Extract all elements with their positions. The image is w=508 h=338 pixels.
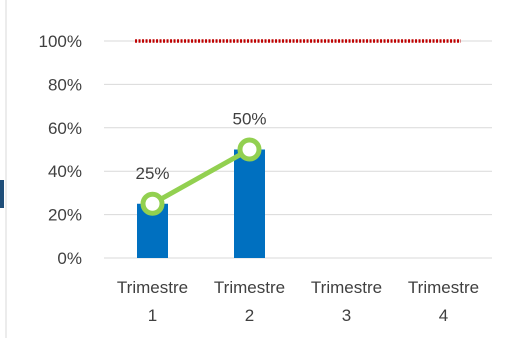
data-labels: 25% 50% bbox=[135, 110, 266, 183]
y-axis-ticks: 0% 20% 40% 60% 80% 100% bbox=[39, 32, 82, 268]
y-tick-label: 80% bbox=[48, 75, 82, 94]
y-tick-label: 20% bbox=[48, 206, 82, 225]
y-tick-label: 0% bbox=[57, 249, 82, 268]
line-segment-1 bbox=[150, 147, 252, 207]
line-point-2 bbox=[237, 137, 262, 162]
line-series bbox=[150, 147, 252, 207]
bar-2 bbox=[234, 149, 265, 258]
y-tick-label: 100% bbox=[39, 32, 82, 51]
x-tick-label-line2: 3 bbox=[342, 306, 351, 325]
x-tick-label-4: Trimestre 4 bbox=[408, 278, 479, 325]
x-tick-label-line1: Trimestre bbox=[117, 278, 188, 297]
selection-handle[interactable] bbox=[0, 180, 4, 208]
data-label-1: 25% bbox=[135, 164, 169, 183]
x-tick-label-line1: Trimestre bbox=[214, 278, 285, 297]
x-tick-label-3: Trimestre 3 bbox=[311, 278, 382, 325]
x-tick-label-line2: 4 bbox=[439, 306, 448, 325]
x-tick-label-line2: 2 bbox=[245, 306, 254, 325]
y-tick-label: 60% bbox=[48, 119, 82, 138]
bar-series bbox=[137, 149, 265, 258]
line-point-1 bbox=[140, 191, 165, 216]
line-points bbox=[140, 137, 262, 216]
y-tick-label: 40% bbox=[48, 162, 82, 181]
x-tick-label-2: Trimestre 2 bbox=[214, 278, 285, 325]
grid-layer bbox=[104, 40, 492, 259]
data-label-2: 50% bbox=[232, 110, 266, 129]
x-axis-ticks: Trimestre 1 Trimestre 2 Trimestre 3 Trimestre 4 bbox=[117, 278, 479, 325]
x-tick-label-line1: Trimestre bbox=[408, 278, 479, 297]
x-tick-label-line1: Trimestre bbox=[311, 278, 382, 297]
x-tick-label-1: Trimestre 1 bbox=[117, 278, 188, 325]
x-tick-label-line2: 1 bbox=[148, 306, 157, 325]
